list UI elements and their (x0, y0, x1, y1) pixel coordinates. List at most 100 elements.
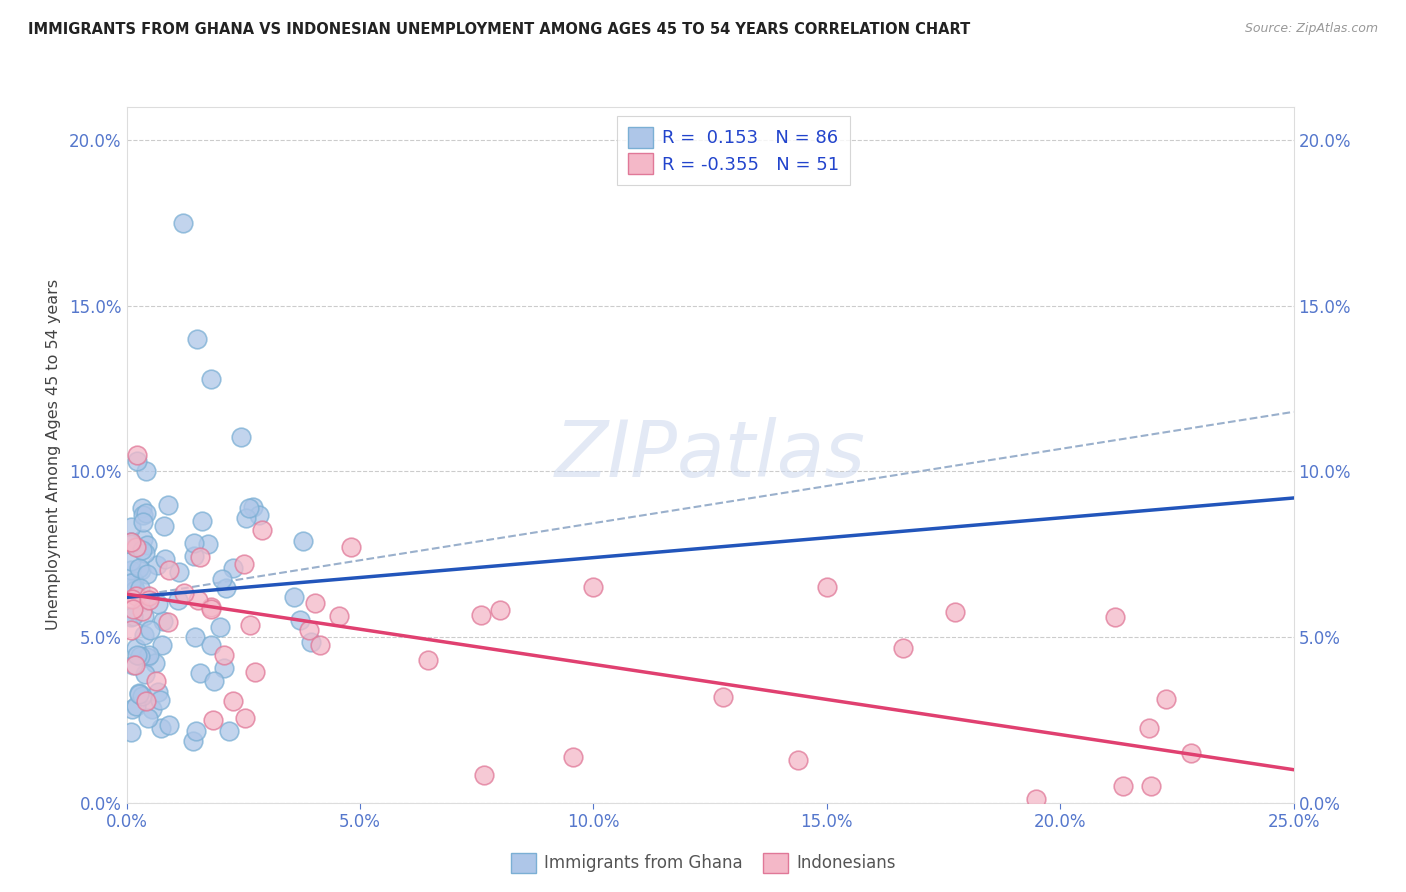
Legend: R =  0.153   N = 86, R = -0.355   N = 51: R = 0.153 N = 86, R = -0.355 N = 51 (617, 116, 849, 185)
Point (122, 658, 145, 673)
Point (122, 580, 145, 594)
Y-axis label: Unemployment Among Ages 45 to 54 years: Unemployment Among Ages 45 to 54 years (46, 279, 60, 631)
Point (120, 576, 142, 591)
Point (169, 565, 191, 579)
Point (128, 687, 150, 701)
Point (1025, 792, 1047, 806)
Point (1104, 610, 1126, 624)
Point (157, 563, 180, 577)
Point (200, 602, 222, 616)
Point (202, 673, 225, 688)
Point (120, 537, 142, 551)
Point (139, 624, 162, 638)
Text: IMMIGRANTS FROM GHANA VS INDONESIAN UNEMPLOYMENT AMONG AGES 45 TO 54 YEARS CORRE: IMMIGRANTS FROM GHANA VS INDONESIAN UNEM… (28, 22, 970, 37)
Point (135, 506, 157, 520)
Point (188, 665, 211, 680)
Point (136, 538, 159, 552)
Point (134, 594, 156, 608)
Point (138, 648, 160, 662)
Point (125, 698, 148, 713)
Point (136, 711, 159, 725)
Point (172, 216, 194, 230)
Point (121, 702, 143, 716)
Point (131, 501, 153, 516)
Point (129, 581, 152, 595)
Point (288, 613, 311, 627)
Point (157, 717, 180, 731)
Point (125, 449, 148, 463)
Text: ZIPatlas: ZIPatlas (554, 417, 866, 493)
Point (187, 592, 209, 607)
Point (1137, 721, 1160, 735)
Point (212, 661, 235, 675)
Point (815, 581, 838, 595)
Point (136, 650, 159, 665)
Point (183, 536, 205, 550)
Point (1180, 746, 1202, 760)
Point (786, 752, 808, 766)
Point (146, 597, 169, 611)
Point (127, 648, 149, 663)
Point (201, 713, 224, 727)
Point (156, 498, 179, 512)
Point (183, 549, 205, 563)
Point (143, 656, 166, 670)
Point (141, 701, 163, 715)
Point (155, 552, 177, 566)
Point (145, 674, 167, 689)
Point (132, 627, 155, 641)
Point (197, 537, 219, 551)
Point (184, 723, 207, 738)
Point (283, 591, 305, 605)
Point (131, 563, 153, 577)
Point (125, 454, 148, 468)
Point (124, 641, 146, 656)
Point (186, 332, 208, 346)
Point (121, 601, 143, 615)
Point (122, 574, 145, 589)
Point (229, 430, 252, 444)
Text: Source: ZipAtlas.com: Source: ZipAtlas.com (1244, 22, 1378, 36)
Point (582, 581, 605, 595)
Point (943, 605, 966, 619)
Point (138, 592, 160, 607)
Point (190, 514, 212, 528)
Point (131, 603, 153, 617)
Point (131, 689, 153, 703)
Point (218, 723, 240, 738)
Point (124, 589, 146, 603)
Point (209, 620, 232, 634)
Legend: Immigrants from Ghana, Indonesians: Immigrants from Ghana, Indonesians (503, 847, 903, 880)
Point (292, 534, 315, 549)
Point (131, 542, 153, 557)
Point (120, 623, 142, 637)
Point (131, 532, 153, 546)
Point (120, 554, 142, 568)
Point (299, 634, 322, 648)
Point (245, 665, 267, 680)
Point (232, 558, 254, 572)
Point (145, 558, 167, 572)
Point (128, 648, 150, 663)
Point (215, 581, 238, 595)
Point (124, 583, 146, 598)
Point (222, 561, 245, 575)
Point (134, 546, 156, 560)
Point (183, 630, 205, 644)
Point (148, 685, 170, 699)
Point (120, 519, 142, 533)
Point (214, 648, 236, 662)
Point (132, 515, 155, 529)
Point (221, 694, 243, 708)
Point (122, 608, 145, 623)
Point (242, 500, 264, 514)
Point (238, 501, 260, 516)
Point (488, 603, 510, 617)
Point (235, 510, 257, 524)
Point (1140, 779, 1163, 793)
Point (150, 721, 173, 735)
Point (711, 690, 734, 704)
Point (1154, 691, 1177, 706)
Point (135, 694, 157, 708)
Point (200, 372, 222, 386)
